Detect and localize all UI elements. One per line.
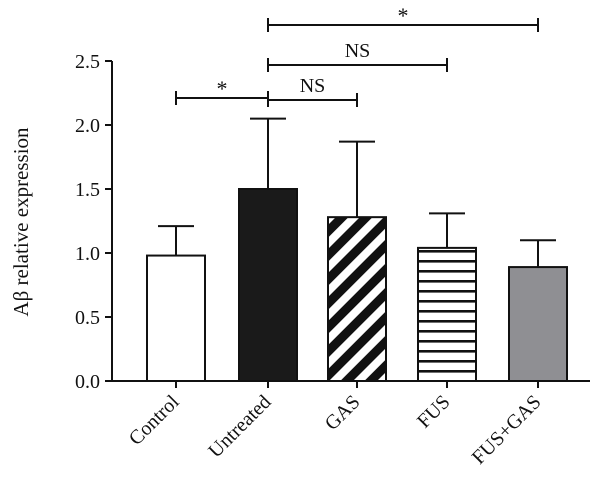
x-tick-label: Control — [125, 391, 184, 450]
bar-fus — [417, 246, 477, 382]
x-tick-label: FUS+GAS — [468, 391, 546, 469]
significance-label: * — [217, 76, 228, 101]
error-bars — [158, 117, 556, 268]
bar-fus-gas — [508, 266, 568, 382]
significance-bracket: * — [175, 76, 269, 105]
significance-bracket: NS — [267, 75, 358, 107]
y-tick-label: 1.5 — [75, 179, 100, 201]
bar-gas — [327, 216, 387, 382]
significance-label: * — [398, 3, 409, 28]
y-tick-label: 0.5 — [75, 307, 100, 329]
y-tick-label: 0.0 — [75, 371, 100, 393]
y-tick-label: 2.0 — [75, 115, 100, 137]
significance-label: NS — [345, 40, 371, 62]
x-tick-label: Untreated — [204, 391, 275, 462]
y-axis-label: Aβ relative expression — [9, 127, 33, 317]
bars — [146, 188, 568, 382]
x-tick-label: FUS — [413, 391, 455, 433]
significance-label: NS — [300, 75, 326, 97]
y-tick-label: 2.5 — [75, 51, 100, 73]
y-tick-label: 1.0 — [75, 243, 100, 265]
bar-control — [146, 254, 206, 382]
bar-untreated — [238, 188, 298, 382]
significance-bracket: * — [267, 3, 539, 32]
x-tick-label: GAS — [321, 391, 365, 435]
significance-bracket: NS — [267, 40, 448, 72]
significance-brackets: * NS NS * — [175, 3, 539, 107]
